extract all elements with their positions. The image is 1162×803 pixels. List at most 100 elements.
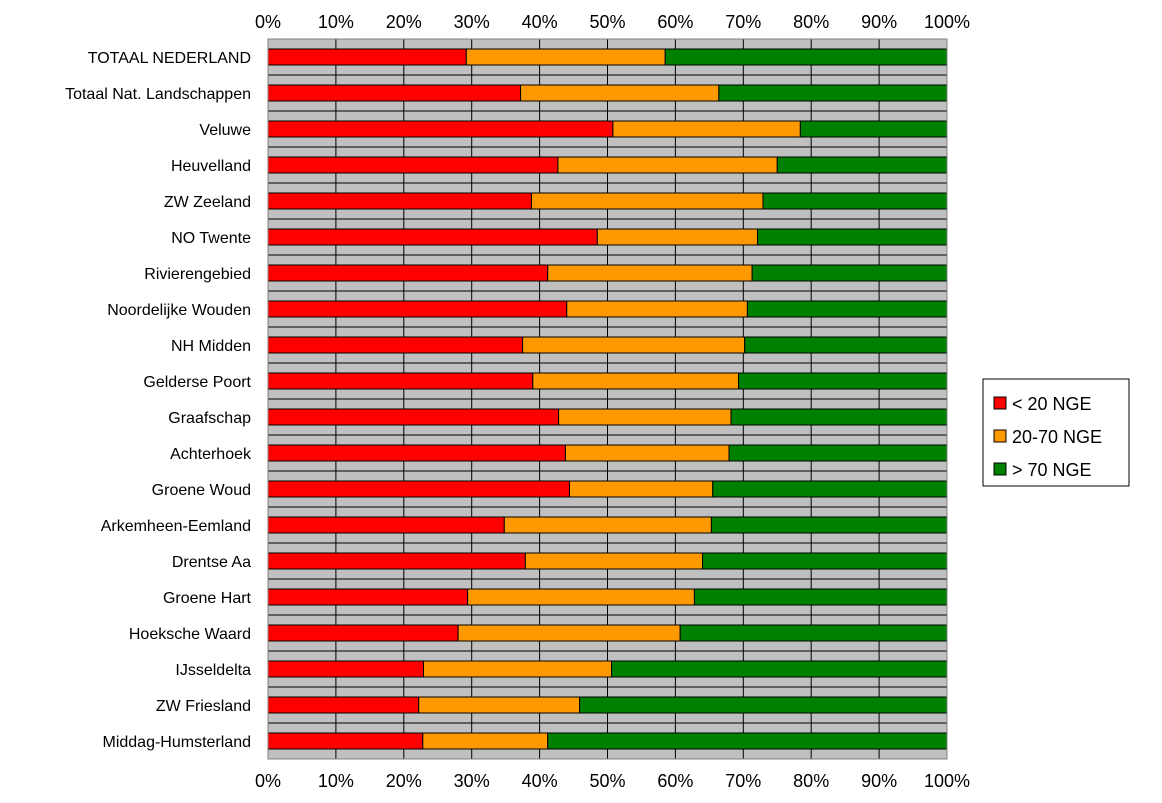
x-tick-label-bottom: 70% — [725, 771, 761, 791]
category-label: ZW Friesland — [156, 698, 251, 715]
x-tick-label-bottom: 20% — [386, 771, 422, 791]
bar-segment-series-3 — [728, 444, 948, 462]
legend-swatch — [993, 396, 1007, 410]
bar-segment-series-2 — [467, 588, 695, 606]
x-axis-bottom: 0% 10% 20% 30% 40% 50% 60% 70% 80% 90% 100% — [255, 771, 970, 791]
bar-segment-series-1 — [267, 228, 598, 246]
category-label: NH Midden — [171, 338, 251, 355]
bar-segment-series-3 — [547, 732, 948, 750]
x-tick-label-top: 10% — [318, 12, 354, 32]
bar-segment-series-2 — [596, 228, 759, 246]
bar-segment-series-1 — [267, 84, 522, 102]
bar-segment-series-1 — [267, 732, 424, 750]
bar-segment-series-1 — [267, 480, 570, 498]
category-label: Noordelijke Wouden — [107, 302, 251, 319]
bar-segment-series-3 — [712, 480, 948, 498]
bar-segment-series-2 — [564, 444, 730, 462]
bar-segment-series-2 — [568, 480, 714, 498]
x-tick-label-bottom: 80% — [793, 771, 829, 791]
bar-segment-series-3 — [757, 228, 948, 246]
bar-segment-series-2 — [532, 372, 740, 390]
x-tick-label-top: 60% — [657, 12, 693, 32]
x-tick-label-bottom: 100% — [924, 771, 970, 791]
bar-segment-series-1 — [267, 516, 505, 534]
bar-segment-series-2 — [524, 552, 704, 570]
bar-segment-series-3 — [751, 264, 948, 282]
bar-segment-series-1 — [267, 588, 469, 606]
category-label: Totaal Nat. Landschappen — [65, 86, 251, 103]
bar-segment-series-3 — [738, 372, 948, 390]
x-tick-label-top: 70% — [725, 12, 761, 32]
bar-segment-series-2 — [465, 48, 666, 66]
bars — [267, 48, 948, 750]
bar-segment-series-2 — [522, 336, 746, 354]
bar-segment-series-1 — [267, 408, 560, 426]
bar-segment-series-3 — [776, 156, 948, 174]
x-tick-label-top: 100% — [924, 12, 970, 32]
x-tick-label-bottom: 60% — [657, 771, 693, 791]
bar-segment-series-2 — [530, 192, 764, 210]
category-label: Drentse Aa — [172, 554, 251, 571]
x-tick-label-top: 40% — [522, 12, 558, 32]
bar-segment-series-3 — [730, 408, 948, 426]
bar-segment-series-1 — [267, 336, 524, 354]
legend-box — [982, 378, 1130, 487]
bar-segment-series-1 — [267, 372, 534, 390]
category-label: Middag-Humsterland — [102, 734, 251, 751]
bar-segment-series-3 — [744, 336, 948, 354]
bar-segment-series-2 — [566, 300, 748, 318]
bar-segment-series-2 — [503, 516, 712, 534]
bar-segment-series-2 — [520, 84, 720, 102]
category-label: ZW Zeeland — [164, 194, 251, 211]
category-label: Hoeksche Waard — [129, 626, 251, 643]
x-tick-label-bottom: 50% — [589, 771, 625, 791]
bar-segment-series-3 — [710, 516, 948, 534]
plot-border — [267, 38, 948, 760]
category-label: TOTAAL NEDERLAND — [88, 50, 251, 67]
bar-segment-series-1 — [267, 300, 568, 318]
bar-segment-series-3 — [679, 624, 948, 642]
category-label: NO Twente — [171, 230, 251, 247]
bar-segment-series-1 — [267, 48, 467, 66]
bar-segment-series-1 — [267, 192, 532, 210]
bar-segment-series-1 — [267, 696, 420, 714]
category-label: Gelderse Poort — [143, 374, 251, 391]
x-tick-label-top: 30% — [454, 12, 490, 32]
legend-label: > 70 NGE — [1012, 460, 1092, 480]
x-tick-label-bottom: 10% — [318, 771, 354, 791]
bar-segment-series-1 — [267, 264, 549, 282]
bar-segment-series-3 — [664, 48, 948, 66]
category-label: Groene Woud — [152, 482, 251, 499]
bar-segment-series-1 — [267, 120, 614, 138]
category-label: Heuvelland — [171, 158, 251, 175]
bar-segment-series-3 — [702, 552, 948, 570]
category-label: Veluwe — [199, 122, 251, 139]
bar-segment-series-2 — [547, 264, 753, 282]
legend-swatch — [993, 429, 1007, 443]
category-label: Arkemheen-Eemland — [101, 518, 251, 535]
bar-segment-series-2 — [457, 624, 681, 642]
bar-segment-series-2 — [422, 660, 613, 678]
bar-segment-series-1 — [267, 660, 424, 678]
gridlines — [268, 39, 947, 759]
bar-segment-series-3 — [579, 696, 948, 714]
legend: < 20 NGE 20-70 NGE > 70 NGE — [982, 378, 1130, 487]
bar-segment-series-2 — [422, 732, 549, 750]
x-tick-label-bottom: 30% — [454, 771, 490, 791]
x-axis-top: 0% 10% 20% 30% 40% 50% 60% 70% 80% 90% 100% — [255, 12, 970, 32]
bar-segment-series-3 — [762, 192, 948, 210]
category-label: Rivierengebied — [144, 266, 251, 283]
x-tick-label-top: 20% — [386, 12, 422, 32]
x-tick-label-top: 0% — [255, 12, 281, 32]
category-label: Groene Hart — [163, 590, 252, 607]
bar-segment-series-1 — [267, 444, 566, 462]
x-tick-label-top: 50% — [589, 12, 625, 32]
category-label: IJsseldelta — [175, 662, 251, 679]
x-tick-label-top: 90% — [861, 12, 897, 32]
legend-swatch — [993, 462, 1007, 476]
x-tick-label-bottom: 90% — [861, 771, 897, 791]
bar-segment-series-2 — [557, 156, 778, 174]
bar-segment-series-3 — [693, 588, 948, 606]
bar-segment-series-2 — [558, 408, 732, 426]
